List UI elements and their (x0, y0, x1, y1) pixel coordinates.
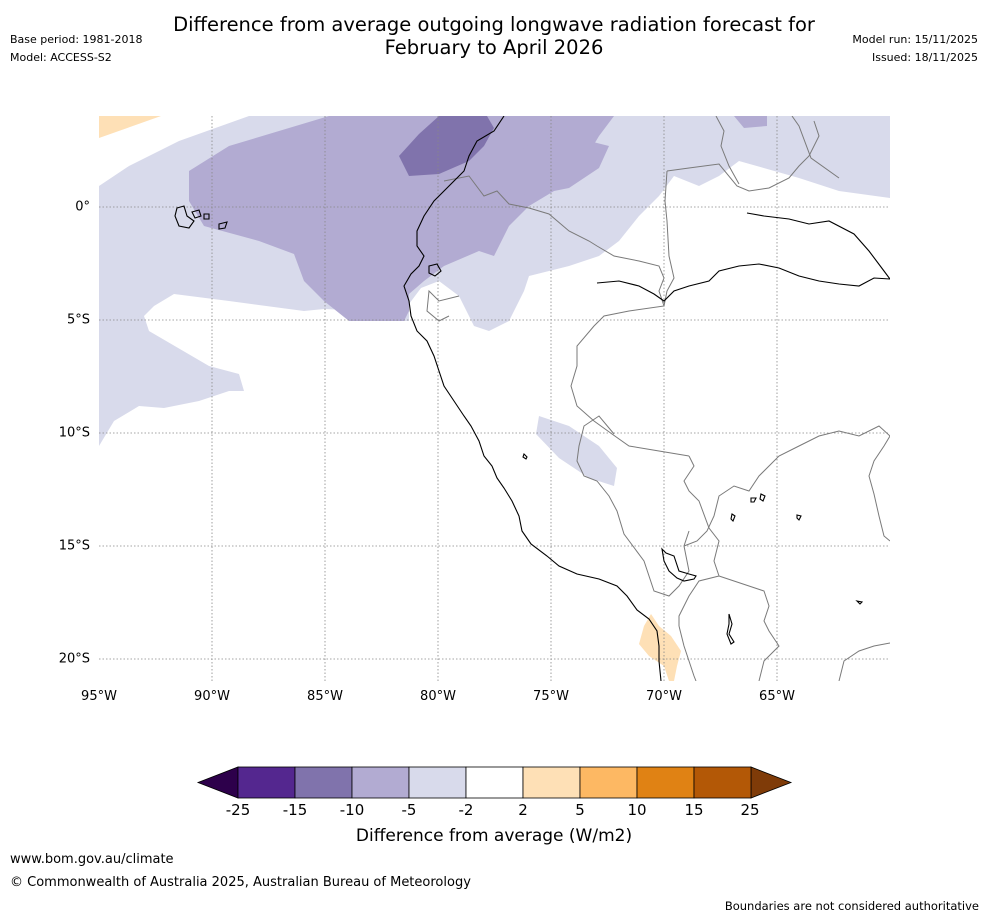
website-link[interactable]: www.bom.gov.au/climate (10, 852, 174, 867)
gridlines (99, 116, 890, 681)
colorbar-tick-label: -2 (458, 801, 474, 819)
model-text: Model: ACCESS-S2 (10, 51, 112, 64)
metadata-right: Model run: 15/11/2025 Issued: 18/11/2025 (852, 31, 978, 67)
anomaly-region-medium-purple-small (734, 116, 767, 128)
model-run-text: Model run: 15/11/2025 (852, 33, 978, 46)
anomaly-region-medium-purple-north (501, 136, 609, 196)
issued-text: Issued: 18/11/2025 (871, 51, 978, 64)
colorbar (196, 766, 793, 799)
colorbar-tick-label: -10 (339, 801, 365, 819)
longitude-label: 95°W (81, 689, 117, 704)
map-title: Difference from average outgoing longwav… (0, 13, 988, 59)
longitude-label: 80°W (420, 689, 456, 704)
anomaly-region-light-purple-inland (536, 416, 617, 486)
longitude-label: 75°W (533, 689, 569, 704)
anomaly-region-dark-purple (399, 116, 494, 176)
base-period-text: Base period: 1981-2018 (10, 33, 143, 46)
colorbar-segment (351, 766, 410, 799)
colorbar-segment (693, 766, 752, 799)
colorbar-high-extension (750, 766, 793, 799)
colorbar-tick-label: -15 (282, 801, 308, 819)
colorbar-segment (579, 766, 638, 799)
latitude-label: 0° (75, 199, 90, 215)
colorbar-tick-label: 5 (575, 801, 585, 819)
title-line-1: Difference from average outgoing longwav… (173, 13, 815, 36)
longitude-label: 90°W (194, 689, 230, 704)
colorbar-low-extension (196, 766, 239, 799)
colorbar-segment (522, 766, 581, 799)
anomaly-region-light-orange-coast (639, 614, 681, 681)
colorbar-tick-label: 10 (627, 801, 647, 819)
latitude-label: 15°S (58, 538, 90, 554)
colorbar-tick-label: -5 (401, 801, 417, 819)
copyright-text: © Commonwealth of Australia 2025, Austra… (10, 875, 471, 890)
map-panel (99, 116, 890, 681)
colorbar-tick-label: 15 (684, 801, 704, 819)
title-line-2: February to April 2026 (384, 36, 604, 59)
longitude-label: 85°W (307, 689, 343, 704)
longitude-label: 70°W (646, 689, 682, 704)
colorbar-segment (237, 766, 296, 799)
colorbar-tick-label: 25 (740, 801, 760, 819)
colorbar-segments (237, 766, 752, 799)
anomaly-region-light-orange-nw (99, 116, 161, 138)
colorbar-tick-label: 2 (518, 801, 528, 819)
colorbar-segment (408, 766, 467, 799)
colorbar-tick-label: -25 (225, 801, 251, 819)
colorbar-title: Difference from average (W/m2) (355, 826, 633, 846)
latitude-label: 5°S (66, 312, 90, 328)
colorbar-segment (465, 766, 524, 799)
country-boundaries (426, 116, 890, 681)
latitude-label: 10°S (58, 425, 90, 441)
colorbar-segment (636, 766, 695, 799)
latitude-label: 20°S (58, 651, 90, 667)
colorbar-segment (294, 766, 353, 799)
coastlines (174, 116, 890, 681)
longitude-label: 65°W (759, 689, 795, 704)
metadata-left: Base period: 1981-2018 Model: ACCESS-S2 (10, 31, 142, 67)
disclaimer-text: Boundaries are not considered authoritat… (724, 899, 979, 913)
